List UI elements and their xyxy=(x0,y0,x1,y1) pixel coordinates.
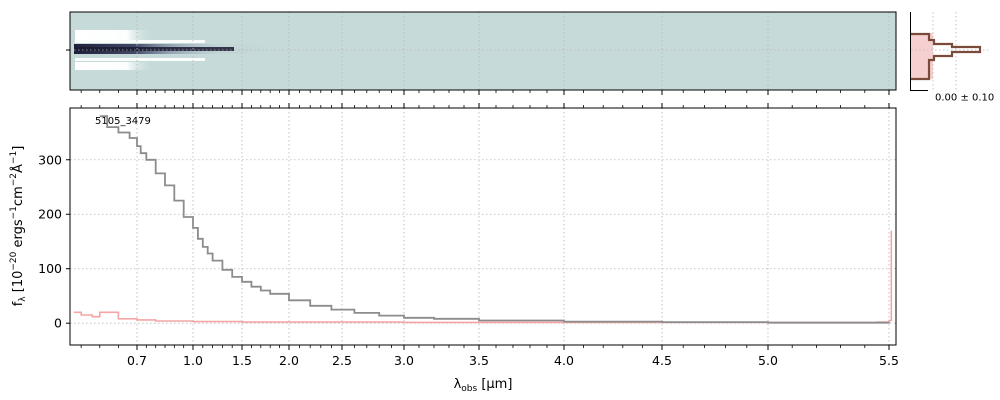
x-tick-label: 1.5 xyxy=(232,353,252,368)
object-id-annotation: 5105_3479 xyxy=(95,116,151,127)
y-tick-label: 0 xyxy=(54,316,62,331)
x-tick-label: 5.0 xyxy=(758,353,778,368)
x-axis-title-sub: obs xyxy=(461,384,477,394)
spectrum-2d-upper-wing-thin xyxy=(75,40,205,43)
x-tick-label: 5.5 xyxy=(879,353,899,368)
spectrum-2d-grid xyxy=(70,12,896,90)
spectrum-1d-frame xyxy=(69,107,897,346)
x-tick-labels: 0.7 1.0 1.5 2.0 2.5 3.0 3.5 4.0 4.5 5.0 5.5 xyxy=(127,353,899,368)
x-tick-label: 3.5 xyxy=(469,353,489,368)
spectrum-1d-grid xyxy=(70,108,896,345)
x-tick-label: 0.7 xyxy=(127,353,147,368)
spatial-profile-panel: 0.00 ± 0.10 xyxy=(910,12,994,103)
x-tick-label: 2.5 xyxy=(332,353,352,368)
y-axis-title: fλ [10−20 ergs−1cm−2Å−1] xyxy=(9,146,28,307)
profile-fill xyxy=(911,33,933,79)
spectrum-2d-trace xyxy=(74,44,674,54)
spectrum-1d-panel: 0.7 1.0 1.5 2.0 2.5 3.0 3.5 4.0 4.5 5.0 5.5 0 100 20… xyxy=(9,103,899,394)
x-tick-label: 1.0 xyxy=(183,353,203,368)
x-axis-title-unit: [μm] xyxy=(477,377,512,392)
x-tick-label: 2.0 xyxy=(279,353,299,368)
spectrum-1d-ticks xyxy=(66,103,890,350)
x-axis-title: λobs [μm] xyxy=(454,377,513,394)
error-spectrum-line xyxy=(73,230,893,324)
spectrum-2d-lower-wing xyxy=(75,62,335,70)
x-axis-title-main: λ xyxy=(454,377,462,392)
spectrum-2d-upper-wing xyxy=(75,30,335,40)
x-tick-label: 4.5 xyxy=(652,353,672,368)
y-tick-label: 200 xyxy=(38,207,62,222)
profile-curve xyxy=(911,32,982,81)
x-tick-label: 3.0 xyxy=(394,353,414,368)
spectrum-2d-ticks xyxy=(66,49,890,95)
flux-spectrum-line xyxy=(99,115,890,324)
profile-tick-label: 0.00 ± 0.10 xyxy=(935,92,994,103)
spectrum-2d-frame xyxy=(69,11,897,91)
spectrum-2d-trace-core xyxy=(74,47,234,51)
spectrum-2d-panel xyxy=(66,11,897,95)
x-tick-label: 4.0 xyxy=(554,353,574,368)
y-tick-labels: 0 100 200 300 xyxy=(38,152,62,330)
y-tick-label: 300 xyxy=(38,152,62,167)
spectrum-2d-lower-wing-thin xyxy=(75,58,205,61)
y-tick-label: 100 xyxy=(38,261,62,276)
